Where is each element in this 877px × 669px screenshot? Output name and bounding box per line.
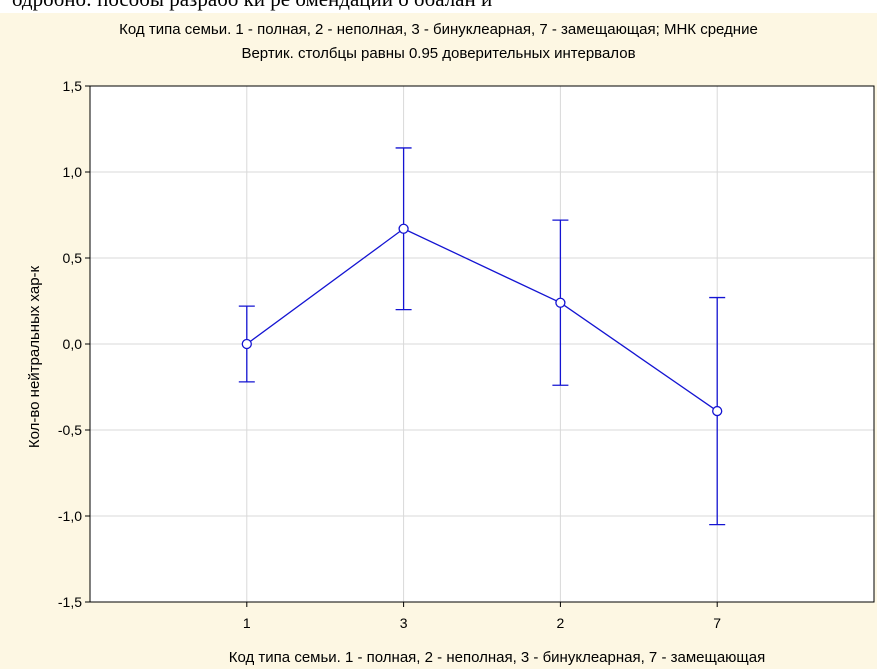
y-tick-label: -0,5 [58,422,82,438]
y-tick-label: -1,5 [58,594,82,610]
x-tick-label: 2 [557,615,565,631]
y-tick-label: 0,5 [63,250,83,266]
data-point [555,297,566,308]
x-tick-label: 1 [243,615,251,631]
chart-subtitle: Вертик. столбцы равны 0.95 доверительных… [241,45,636,62]
x-tick-label: 7 [713,615,721,631]
data-point [241,338,252,350]
y-tick-label: 0,0 [63,336,83,352]
y-tick-label: 1,5 [63,78,83,94]
data-point [398,223,409,234]
x-axis-label: Код типа семьи. 1 - полная, 2 - неполная… [229,649,765,666]
y-tick-label: 1,0 [63,164,83,180]
y-axis-label: Кол-во нейтральных хар-к [26,265,43,448]
data-point [712,405,723,417]
cutoff-document-text: одробно: пособы разрабо ки ре омендаций … [0,0,877,13]
series-line [246,228,718,412]
y-tick-label: -1,0 [58,508,82,524]
x-tick-label: 3 [400,615,408,631]
chart-title: Код типа семьи. 1 - полная, 2 - неполная… [119,21,758,38]
